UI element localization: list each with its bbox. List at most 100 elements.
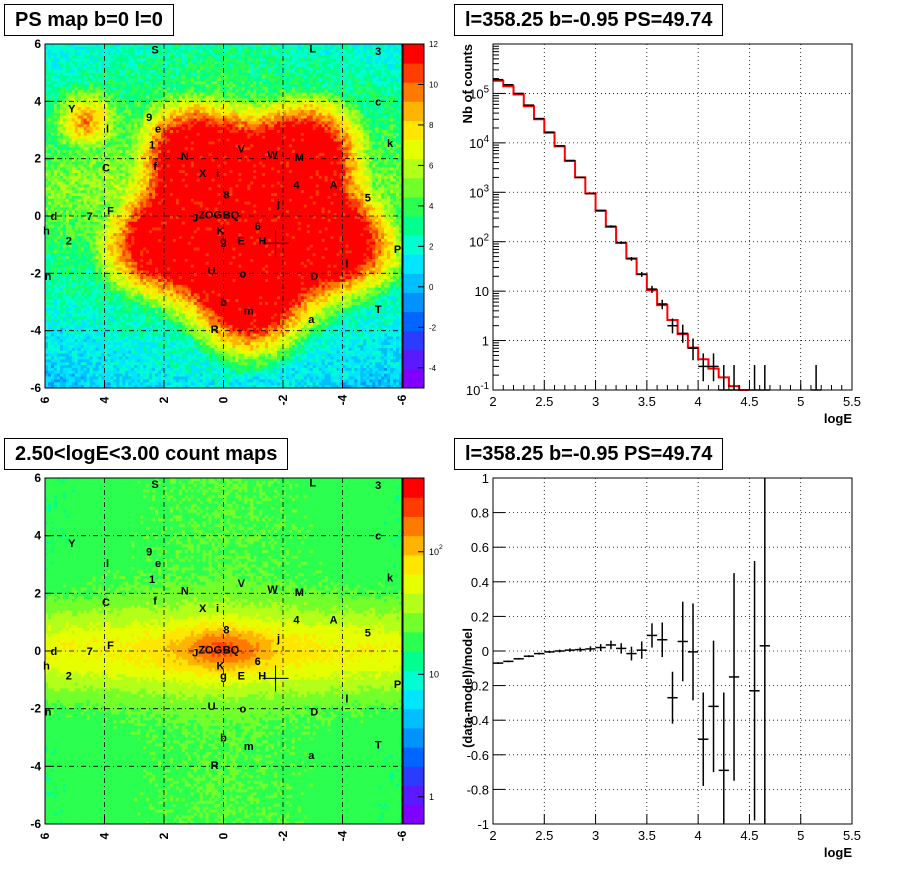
heatmap-cell — [72, 93, 75, 96]
heatmap-cell — [51, 113, 54, 116]
heatmap-cell — [54, 262, 57, 265]
heatmap-cell — [51, 299, 54, 302]
heatmap-cell — [51, 87, 54, 90]
heatmap-cell — [54, 67, 57, 70]
heatmap-cell — [69, 76, 72, 79]
heatmap-cell — [72, 130, 75, 133]
heatmap-cell — [66, 256, 69, 259]
heatmap-cell — [54, 150, 57, 153]
heatmap-cell — [48, 78, 51, 81]
heatmap-cell — [51, 119, 54, 122]
heatmap-cell — [45, 288, 48, 291]
heatmap-cell — [69, 141, 72, 144]
heatmap-cell — [45, 365, 48, 368]
heatmap-cell — [63, 334, 66, 337]
heatmap-cell — [51, 90, 54, 93]
heatmap-cell — [60, 73, 63, 76]
heatmap-cell — [51, 233, 54, 236]
heatmap-cell — [45, 184, 48, 187]
heatmap-cell — [72, 265, 75, 268]
heatmap-cell — [54, 127, 57, 130]
heatmap-cell — [66, 164, 69, 167]
heatmap-cell — [69, 331, 72, 334]
heatmap-cell — [60, 84, 63, 87]
heatmap-cell — [45, 299, 48, 302]
heatmap-cell — [60, 121, 63, 124]
heatmap-cell — [54, 322, 57, 325]
heatmap-cell — [45, 371, 48, 374]
heatmap-cell — [63, 222, 66, 225]
heatmap-cell — [60, 354, 63, 357]
heatmap-cell — [66, 331, 69, 334]
heatmap-cell — [66, 170, 69, 173]
heatmap-cell — [66, 179, 69, 182]
heatmap-cell — [45, 354, 48, 357]
heatmap-cell — [69, 371, 72, 374]
heatmap-cell — [60, 248, 63, 251]
heatmap-cell — [63, 141, 66, 144]
heatmap-cell — [57, 182, 60, 185]
heatmap-cell — [75, 78, 78, 81]
heatmap-cell — [48, 196, 51, 199]
heatmap-cell — [66, 213, 69, 216]
heatmap-cell — [54, 139, 57, 142]
heatmap-cell — [66, 64, 69, 67]
heatmap-cell — [69, 262, 72, 265]
heatmap-cell — [63, 248, 66, 251]
heatmap-cell — [75, 84, 78, 87]
heatmap-cell — [72, 273, 75, 276]
heatmap-cell — [69, 259, 72, 262]
heatmap-cell — [57, 210, 60, 213]
heatmap-cell — [57, 316, 60, 319]
heatmap-cell — [51, 170, 54, 173]
heatmap-cell — [75, 124, 78, 127]
heatmap-cell — [45, 248, 48, 251]
heatmap-cell — [60, 193, 63, 196]
heatmap-cell — [45, 81, 48, 84]
heatmap-cell — [51, 53, 54, 56]
heatmap-cell — [54, 87, 57, 90]
heatmap-cell — [54, 182, 57, 185]
heatmap-cell — [72, 190, 75, 193]
heatmap-cell — [45, 239, 48, 242]
heatmap-cell — [57, 144, 60, 147]
heatmap-cell — [57, 233, 60, 236]
heatmap-cell — [57, 202, 60, 205]
heatmap-cell — [69, 351, 72, 354]
heatmap-cell — [60, 179, 63, 182]
heatmap-cell — [51, 93, 54, 96]
heatmap-cell — [63, 302, 66, 305]
heatmap-cell — [72, 227, 75, 230]
heatmap-cell — [72, 371, 75, 374]
heatmap-cell — [48, 147, 51, 150]
heatmap-cell — [48, 291, 51, 294]
heatmap-cell — [69, 167, 72, 170]
heatmap-cell — [48, 377, 51, 380]
heatmap-cell — [57, 368, 60, 371]
heatmap-cell — [51, 47, 54, 50]
heatmap-cell — [57, 308, 60, 311]
heatmap-cell — [51, 81, 54, 84]
heatmap-cell — [72, 316, 75, 319]
heatmap-cell — [72, 359, 75, 362]
heatmap-cell — [63, 64, 66, 67]
heatmap-cell — [72, 81, 75, 84]
heatmap-cell — [57, 371, 60, 374]
heatmap-cell — [60, 368, 63, 371]
heatmap-cell — [57, 141, 60, 144]
heatmap-cell — [54, 179, 57, 182]
heatmap-cell — [63, 382, 66, 385]
heatmap-cell — [45, 334, 48, 337]
heatmap-cell — [45, 259, 48, 262]
heatmap-cell — [57, 305, 60, 308]
heatmap-cell — [57, 173, 60, 176]
heatmap-cell — [51, 227, 54, 230]
heatmap-cell — [72, 61, 75, 64]
heatmap-cell — [54, 70, 57, 73]
heatmap-cell — [54, 187, 57, 190]
heatmap-cell — [69, 336, 72, 339]
heatmap-cell — [48, 70, 51, 73]
heatmap-cell — [66, 299, 69, 302]
heatmap-cell — [57, 302, 60, 305]
heatmap-cell — [66, 382, 69, 385]
